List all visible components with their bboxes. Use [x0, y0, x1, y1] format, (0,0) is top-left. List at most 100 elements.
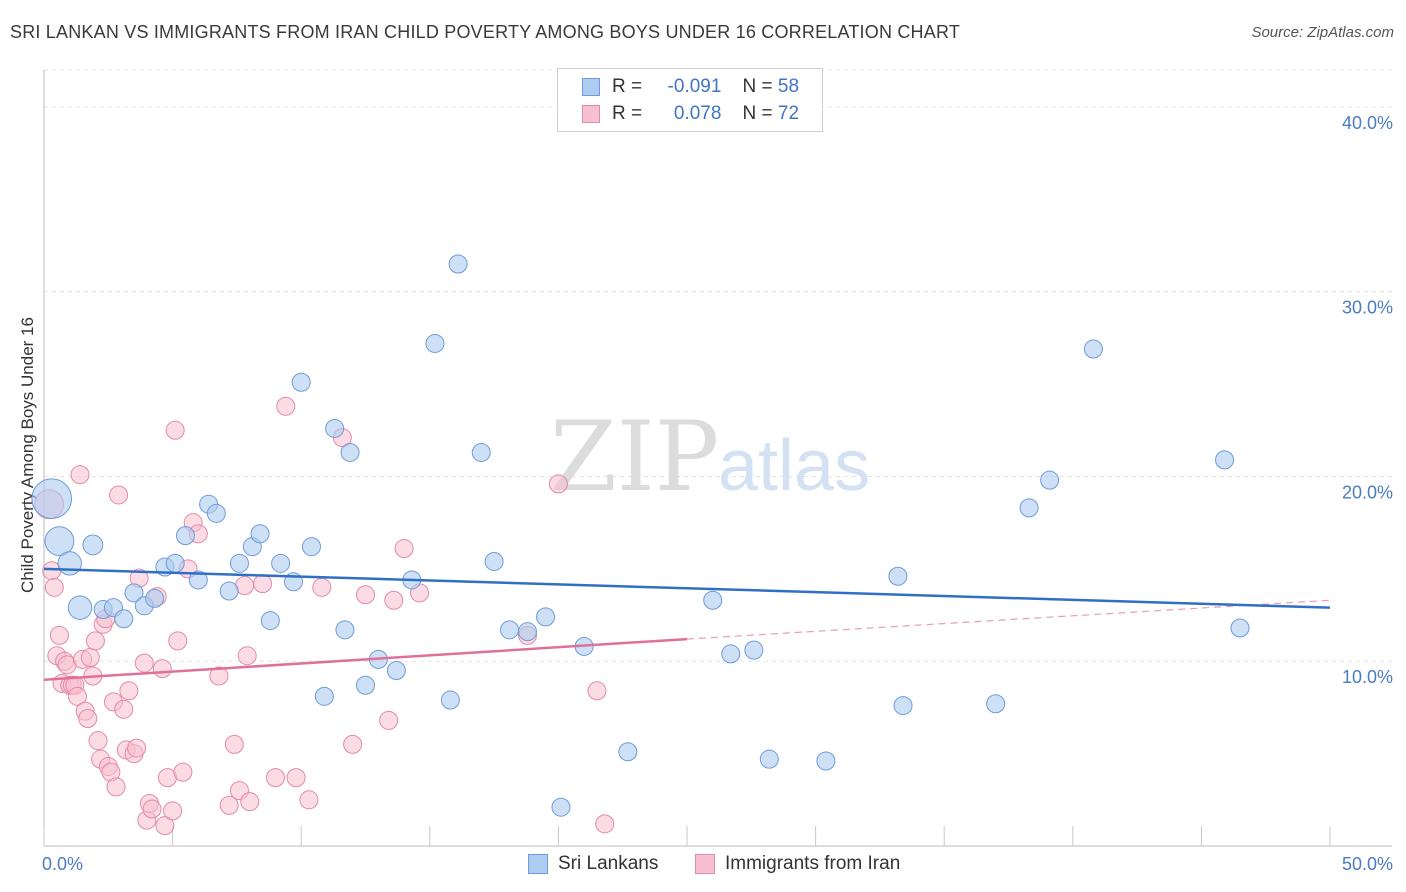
x-tick-labels: 0.0% 50.0% [42, 854, 1393, 874]
data-point-iran [134, 653, 154, 673]
y-axis-label: Child Poverty Among Boys Under 16 [18, 317, 37, 593]
data-point-sri-lankan [175, 526, 195, 546]
correlation-legend: R = -0.091 N = 58 R = 0.078 N = 72 [557, 68, 823, 132]
data-point-iran [163, 801, 183, 821]
data-point-iran [587, 681, 607, 701]
data-point-iran [253, 574, 273, 594]
data-point-iran [114, 699, 134, 719]
data-point-sri-lankan [44, 526, 75, 557]
data-point-sri-lankan [386, 660, 406, 680]
bottom-legend-iran: Immigrants from Iran [695, 852, 900, 876]
data-point-sri-lankan [340, 442, 360, 462]
data-point-iran [224, 734, 244, 754]
data-point-iran [109, 485, 129, 505]
data-point-sri-lankan [1215, 450, 1235, 470]
data-point-iran [286, 768, 306, 788]
chart-title: SRI LANKAN VS IMMIGRANTS FROM IRAN CHILD… [10, 22, 961, 42]
data-point-iran [168, 631, 188, 651]
data-point-sri-lankan [229, 553, 249, 573]
data-point-sri-lankan [1019, 498, 1039, 518]
legend-n-value: 58 [777, 76, 800, 97]
data-point-iran [237, 646, 257, 666]
data-point-iran [548, 474, 568, 494]
watermark-zip: ZIP [550, 401, 719, 513]
x-tick-label: 0.0% [42, 854, 83, 874]
data-point-sri-lankan [484, 551, 504, 571]
data-point-iran [276, 396, 296, 416]
data-point-iran [152, 659, 172, 679]
trend-line-iran [43, 637, 688, 681]
data-point-sri-lankan [448, 254, 468, 274]
y-tick-label: 40.0% [1342, 113, 1393, 133]
data-point-sri-lankan [114, 609, 134, 629]
series-sri-lankans [31, 254, 1250, 817]
data-point-iran [299, 790, 319, 810]
data-point-sri-lankan [471, 442, 491, 462]
data-point-iran [70, 465, 90, 485]
data-point-iran [312, 577, 332, 597]
data-point-iran [142, 799, 162, 819]
data-point-sri-lankan [219, 581, 239, 601]
legend-row-sri-lankans: R = -0.091 N = 58 [582, 75, 799, 99]
data-point-iran [67, 686, 87, 706]
data-point-sri-lankan [618, 742, 638, 762]
data-point-sri-lankan [1040, 470, 1060, 490]
data-point-iran [343, 734, 363, 754]
data-point-iran [127, 738, 147, 758]
data-point-iran [384, 590, 404, 610]
x-tick-label: 50.0% [1342, 854, 1393, 874]
data-point-sri-lankan [703, 590, 723, 610]
legend-r-label: R = [612, 76, 643, 97]
legend-row-iran: R = 0.078 N = 72 [582, 102, 799, 126]
trend-lines [43, 567, 1331, 681]
data-point-iran [78, 709, 98, 729]
data-point-sri-lankan [744, 640, 764, 660]
data-point-iran [85, 631, 105, 651]
data-point-sri-lankan [1083, 339, 1103, 359]
bottom-legend-label: Immigrants from Iran [725, 853, 901, 874]
data-point-sri-lankan [888, 566, 908, 586]
data-point-sri-lankan [260, 611, 280, 631]
data-point-sri-lankan [425, 333, 445, 353]
source-label: Source: ZipAtlas.com [1251, 24, 1394, 41]
data-point-iran [88, 731, 108, 751]
data-point-iran [209, 666, 229, 686]
grid-lines [44, 69, 1392, 662]
data-point-iran [173, 762, 193, 782]
data-point-sri-lankan [518, 622, 538, 642]
data-point-iran [379, 710, 399, 730]
data-point-sri-lankan [356, 675, 375, 695]
trend-line-sri-lankans [43, 567, 1331, 609]
data-point-iran [119, 681, 139, 701]
data-point-sri-lankan [500, 620, 520, 640]
y-tick-labels: 10.0% 20.0% 30.0% 40.0% [1342, 113, 1393, 687]
data-point-sri-lankan [271, 553, 291, 573]
data-point-iran [80, 648, 100, 668]
data-point-sri-lankan [82, 534, 104, 556]
bottom-legend-label: Sri Lankans [558, 853, 659, 874]
data-point-sri-lankan [31, 478, 73, 519]
legend-n-label: N = [742, 76, 773, 97]
data-point-sri-lankan [986, 694, 1006, 714]
legend-r-value: -0.091 [667, 76, 722, 97]
data-point-sri-lankan [67, 595, 93, 620]
data-point-iran [394, 539, 414, 559]
data-point-sri-lankan [325, 418, 345, 438]
data-point-iran [165, 420, 185, 440]
y-tick-label: 10.0% [1342, 667, 1393, 687]
y-tick-label: 30.0% [1342, 298, 1393, 318]
series-immigrants-from-iran [34, 396, 615, 836]
legend-n-value: 72 [777, 103, 800, 124]
data-point-sri-lankan [291, 372, 311, 392]
data-point-iran [219, 795, 239, 815]
data-point-sri-lankan [188, 570, 208, 590]
data-point-sri-lankan [440, 690, 460, 710]
data-point-sri-lankan [893, 696, 913, 716]
data-point-sri-lankan [536, 607, 556, 627]
data-point-sri-lankan [145, 588, 165, 608]
data-point-iran [356, 585, 375, 605]
data-point-iran [595, 814, 615, 834]
data-point-sri-lankan [57, 551, 82, 576]
data-point-iran [155, 816, 175, 836]
